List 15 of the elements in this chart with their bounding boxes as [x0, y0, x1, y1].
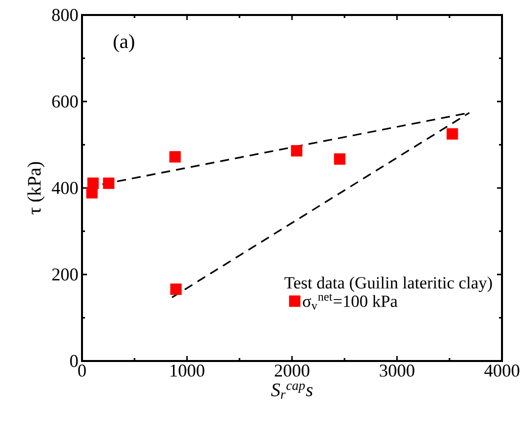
x-tick-label: 0	[78, 364, 86, 377]
annotation: (a)	[114, 34, 134, 52]
legend-label: σ$_{v}$$^{net}$=100 kPa	[302, 294, 398, 310]
y-tick-label: 400	[52, 182, 78, 194]
y-axis-title: τ (kPa)	[27, 162, 45, 214]
x-tick-label: 4000	[484, 364, 520, 377]
y-tick-label: 800	[52, 8, 78, 22]
x-tick-label: 1000	[170, 364, 204, 377]
x-tick-label: 3000	[380, 364, 414, 377]
x-axis-title: S$_{r}$$^{cap}$s	[271, 384, 313, 399]
y-tick-label: 0	[70, 354, 78, 368]
x-tick-label: 2000	[274, 364, 310, 377]
y-tick-label: 200	[52, 268, 78, 281]
y-tick-label: 600	[52, 95, 78, 108]
legend-title: Test data (Guilin lateritic clay)	[284, 276, 492, 292]
